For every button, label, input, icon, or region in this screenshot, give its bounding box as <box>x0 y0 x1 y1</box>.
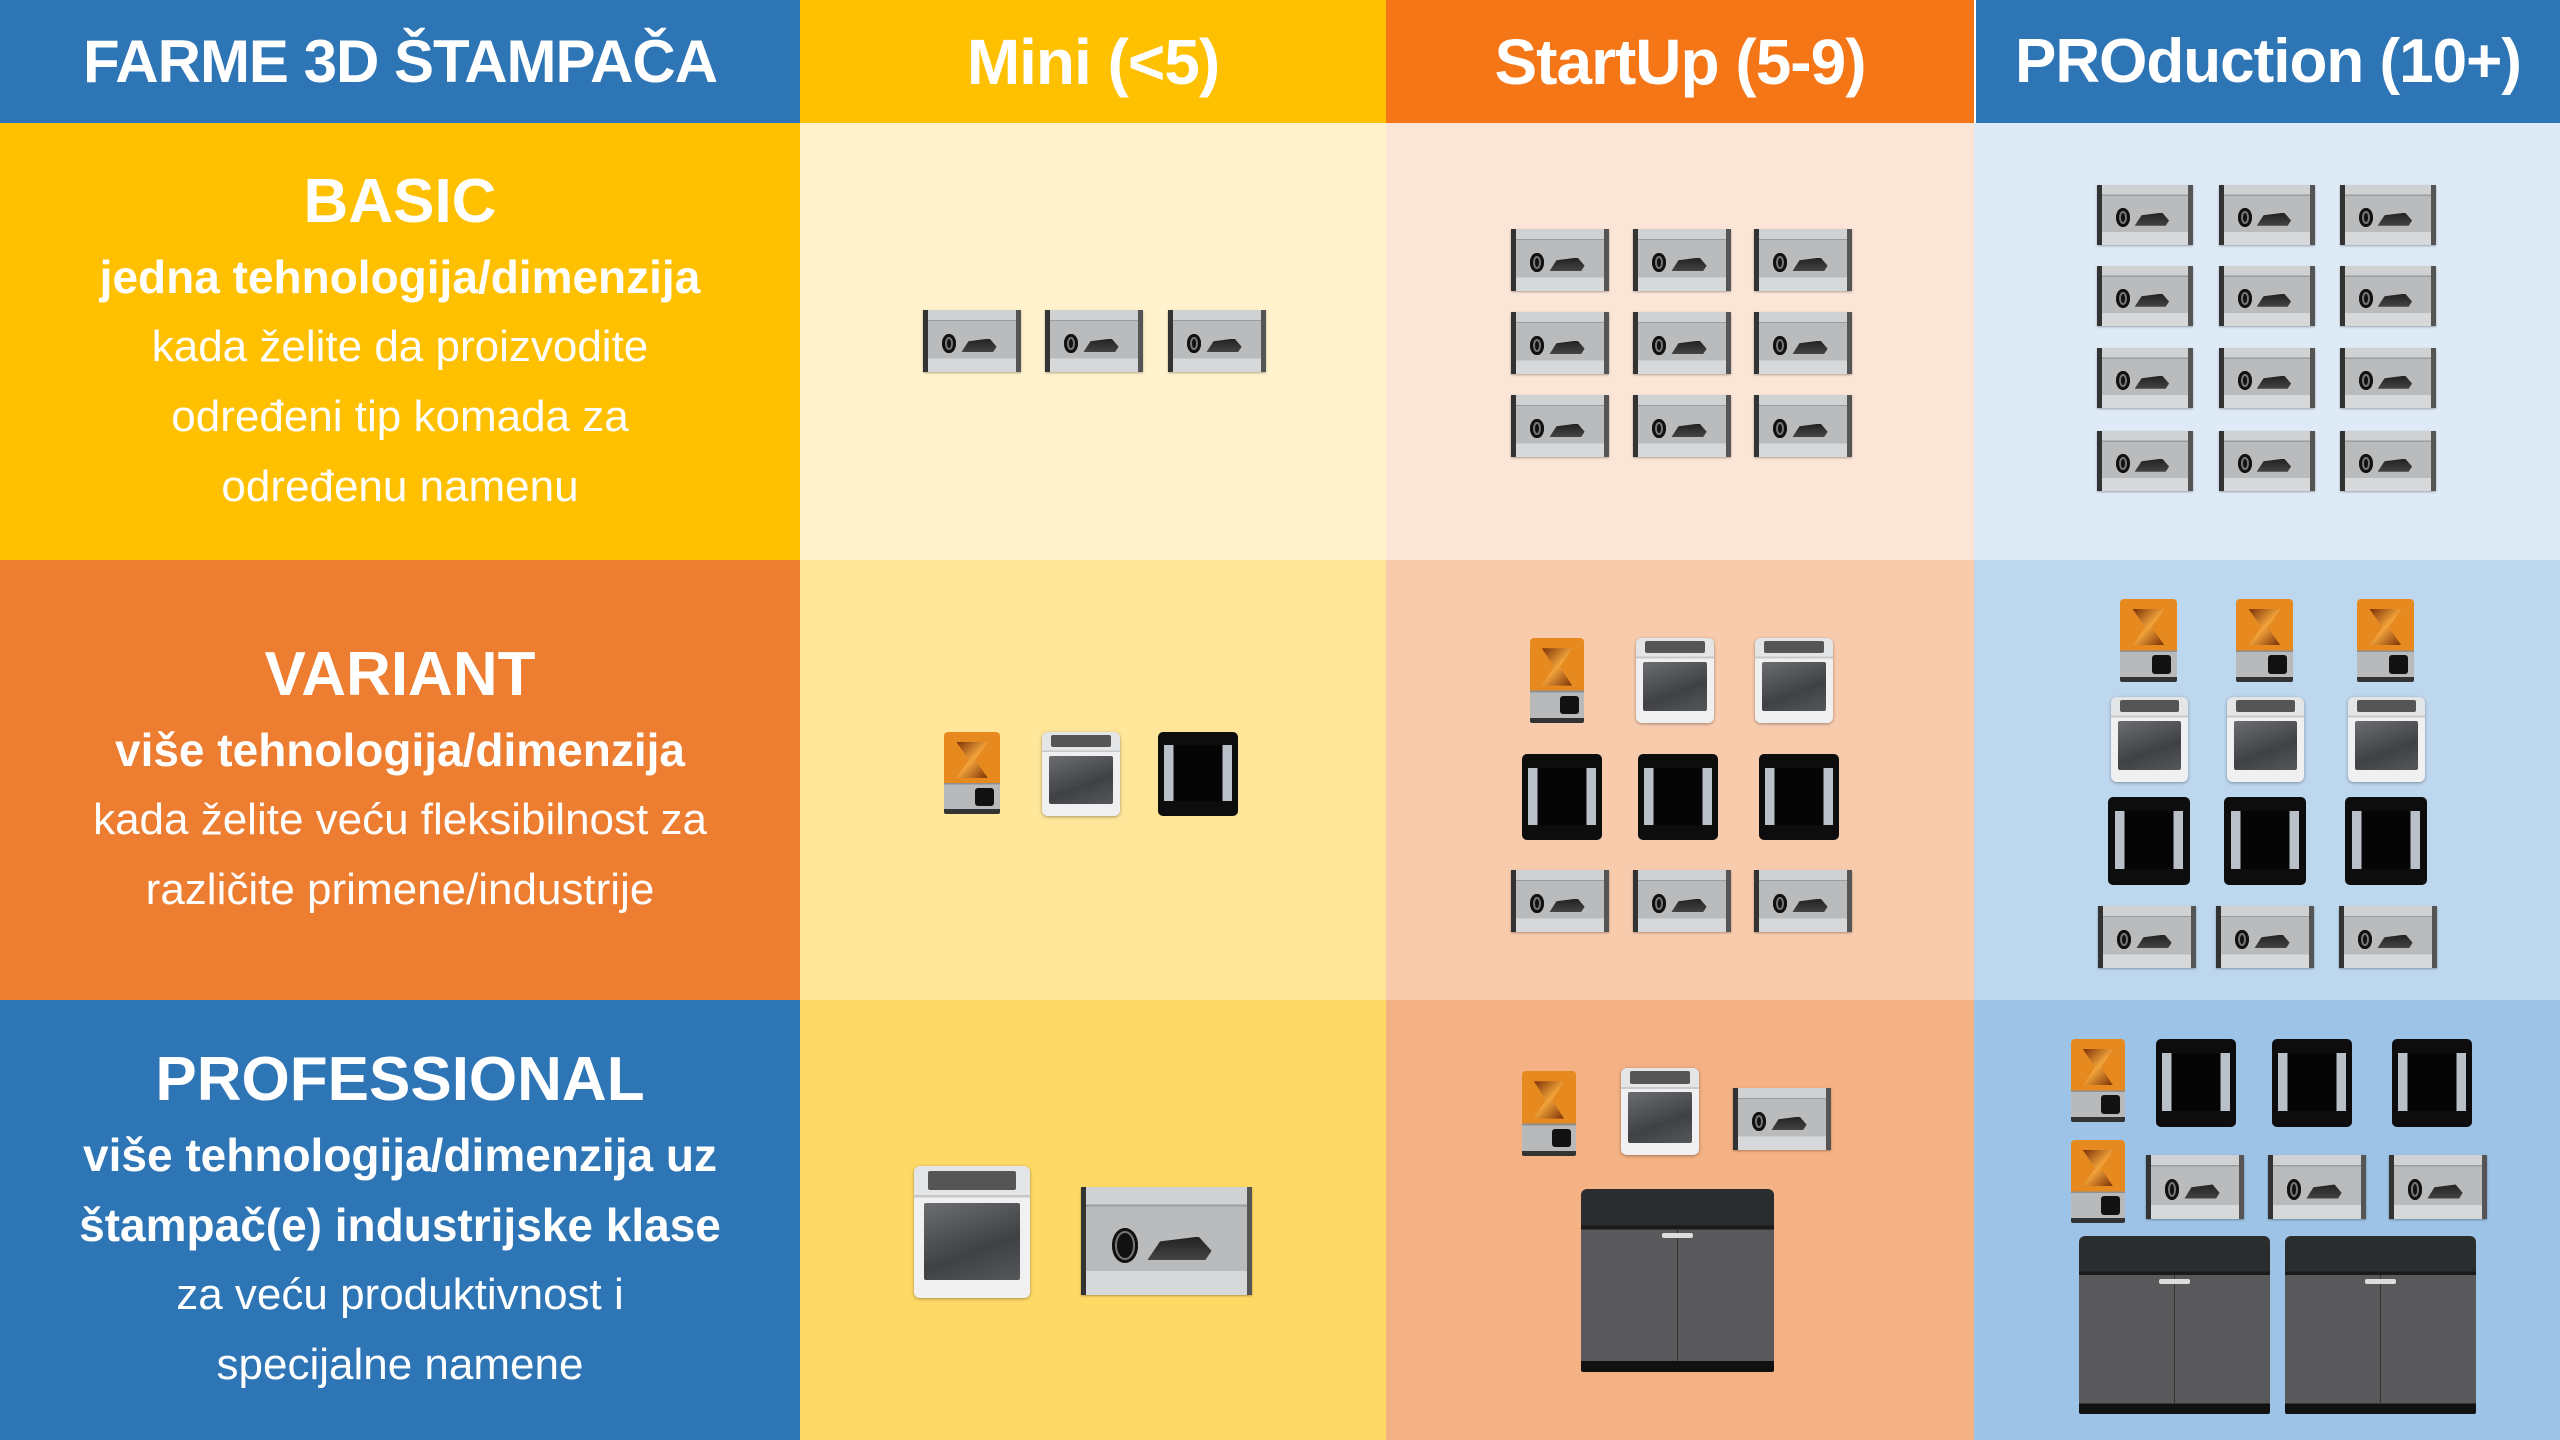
row-description: kada želite veću fleksibilnost za <box>93 795 707 844</box>
markforged-printer-icon <box>923 310 1021 372</box>
sindoh-black-printer-icon <box>2272 1039 2352 1127</box>
markforged-printer-icon <box>2340 266 2436 326</box>
row-description: specijalne namene <box>216 1340 584 1389</box>
column-header-production: PROduction (10+) <box>1974 0 2560 123</box>
markforged-printer-icon <box>2340 431 2436 491</box>
markforged-printer-icon <box>2146 1155 2244 1219</box>
markforged-printer-icon <box>1633 395 1731 457</box>
row-subtitle: jedna tehnologija/dimenzija <box>99 250 701 303</box>
form2-resin-printer-icon <box>944 732 1000 814</box>
markforged-printer-icon <box>2097 348 2193 408</box>
form2-resin-printer-icon <box>2120 599 2177 682</box>
row-description: različite primene/industrije <box>145 865 655 914</box>
markforged-printer-icon <box>2219 431 2315 491</box>
form2-resin-printer-icon <box>2357 599 2414 682</box>
sindoh-white-printer-icon <box>2111 697 2188 782</box>
markforged-printer-icon <box>1081 1187 1252 1295</box>
markforged-printer-icon <box>2340 348 2436 408</box>
row-title: PROFESSIONAL <box>155 1045 645 1114</box>
markforged-printer-icon <box>1633 229 1731 291</box>
markforged-printer-icon <box>2098 906 2196 968</box>
sindoh-black-printer-icon <box>2156 1039 2236 1127</box>
sindoh-black-printer-icon <box>1638 754 1718 840</box>
form2-resin-printer-icon <box>2071 1039 2125 1122</box>
row-description: određenu namenu <box>221 461 579 511</box>
sindoh-white-printer-icon <box>914 1166 1030 1298</box>
row-title: BASIC <box>303 166 497 236</box>
stratasys-industrial-printer-icon <box>1581 1189 1774 1372</box>
markforged-printer-icon <box>1511 312 1609 374</box>
markforged-printer-icon <box>2097 185 2193 245</box>
form2-resin-printer-icon <box>2236 599 2293 682</box>
markforged-printer-icon <box>2268 1155 2366 1219</box>
sindoh-white-printer-icon <box>1042 732 1120 816</box>
row-label-variant: VARIANT više tehnologija/dimenzija kada … <box>0 560 800 1000</box>
sindoh-black-printer-icon <box>1158 732 1238 816</box>
markforged-printer-icon <box>2340 185 2436 245</box>
markforged-printer-icon <box>1754 870 1852 932</box>
markforged-printer-icon <box>2219 185 2315 245</box>
markforged-printer-icon <box>1511 870 1609 932</box>
row-description: određeni tip komada za <box>171 391 629 441</box>
column-header-mini: Mini (<5) <box>800 0 1386 123</box>
markforged-printer-icon <box>1754 312 1852 374</box>
markforged-printer-icon <box>1168 310 1266 372</box>
sindoh-white-printer-icon <box>1621 1068 1699 1155</box>
sindoh-white-printer-icon <box>1755 638 1833 723</box>
form2-resin-printer-icon <box>2071 1140 2125 1223</box>
sindoh-white-printer-icon <box>2348 697 2425 782</box>
sindoh-black-printer-icon <box>2345 797 2427 885</box>
header-title: FARME 3D ŠTAMPAČA <box>0 0 800 123</box>
markforged-printer-icon <box>1754 395 1852 457</box>
form2-resin-printer-icon <box>1530 638 1584 723</box>
markforged-printer-icon <box>1733 1088 1831 1150</box>
markforged-printer-icon <box>2216 906 2314 968</box>
sindoh-black-printer-icon <box>1759 754 1839 840</box>
markforged-printer-icon <box>1633 312 1731 374</box>
sindoh-black-printer-icon <box>2392 1039 2472 1127</box>
row-label-basic: BASIC jedna tehnologija/dimenzija kada ž… <box>0 123 800 560</box>
row-subtitle: štampač(e) industrijske klase <box>79 1199 721 1251</box>
markforged-printer-icon <box>2097 431 2193 491</box>
row-description: za veću produktivnost i <box>176 1270 624 1319</box>
markforged-printer-icon <box>1511 229 1609 291</box>
form2-resin-printer-icon <box>1522 1071 1576 1156</box>
markforged-printer-icon <box>1633 870 1731 932</box>
markforged-printer-icon <box>1511 395 1609 457</box>
sindoh-white-printer-icon <box>2227 697 2304 782</box>
sindoh-white-printer-icon <box>1636 638 1714 723</box>
stratasys-industrial-printer-icon <box>2079 1236 2270 1414</box>
markforged-printer-icon <box>2219 348 2315 408</box>
sindoh-black-printer-icon <box>2108 797 2190 885</box>
row-description: kada želite da proizvodite <box>151 321 649 371</box>
column-header-startup: StartUp (5-9) <box>1386 0 1974 123</box>
markforged-printer-icon <box>2219 266 2315 326</box>
markforged-printer-icon <box>2097 266 2193 326</box>
row-subtitle: više tehnologija/dimenzija <box>114 724 685 776</box>
markforged-printer-icon <box>2389 1155 2487 1219</box>
markforged-printer-icon <box>2339 906 2437 968</box>
sindoh-black-printer-icon <box>1522 754 1602 840</box>
stratasys-industrial-printer-icon <box>2285 1236 2476 1414</box>
sindoh-black-printer-icon <box>2224 797 2306 885</box>
markforged-printer-icon <box>1754 229 1852 291</box>
markforged-printer-icon <box>1045 310 1143 372</box>
row-label-professional: PROFESSIONAL više tehnologija/dimenzija … <box>0 1000 800 1440</box>
row-subtitle: više tehnologija/dimenzija uz <box>83 1129 717 1181</box>
row-title: VARIANT <box>264 640 536 709</box>
